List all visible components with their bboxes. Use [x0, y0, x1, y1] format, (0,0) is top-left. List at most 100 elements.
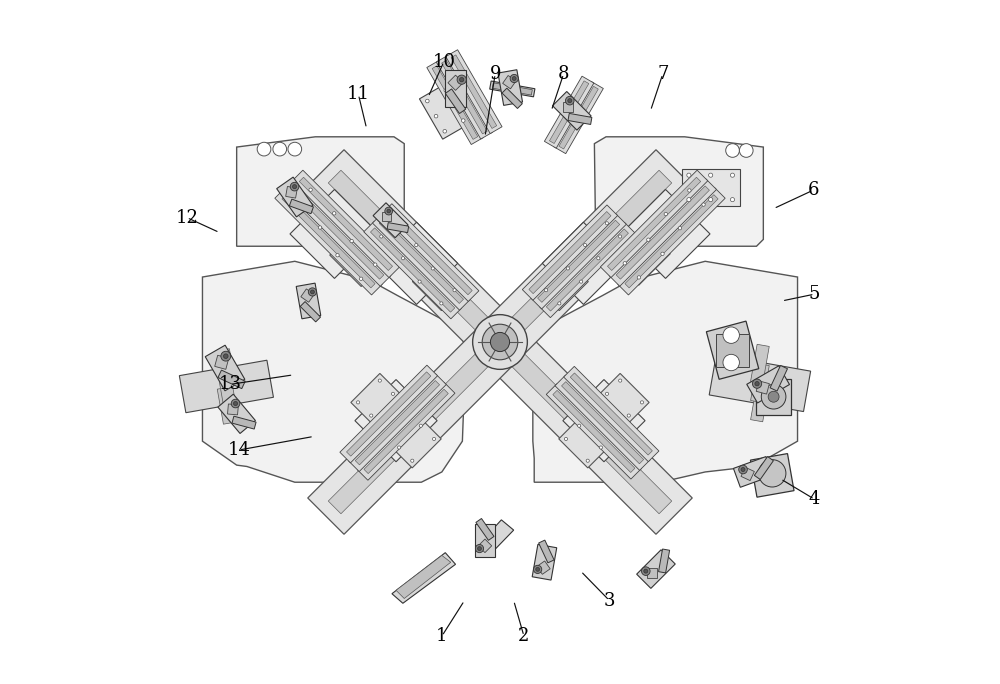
Polygon shape	[370, 228, 455, 312]
Circle shape	[293, 185, 297, 189]
Polygon shape	[546, 384, 642, 479]
Circle shape	[623, 261, 626, 265]
Polygon shape	[330, 233, 383, 287]
Polygon shape	[756, 379, 791, 415]
Polygon shape	[498, 70, 523, 105]
Circle shape	[761, 384, 786, 409]
Circle shape	[221, 352, 231, 361]
Polygon shape	[682, 169, 740, 207]
Circle shape	[755, 382, 759, 386]
Circle shape	[564, 437, 568, 440]
Polygon shape	[616, 186, 709, 279]
Polygon shape	[563, 102, 573, 111]
Circle shape	[385, 207, 393, 215]
Circle shape	[534, 565, 542, 573]
Polygon shape	[218, 394, 255, 434]
Polygon shape	[531, 213, 626, 309]
Circle shape	[475, 544, 484, 553]
Circle shape	[580, 280, 583, 283]
Text: 13: 13	[218, 376, 241, 393]
Polygon shape	[308, 150, 692, 534]
Polygon shape	[555, 375, 650, 471]
Polygon shape	[382, 212, 391, 221]
Polygon shape	[300, 302, 321, 322]
Circle shape	[566, 267, 569, 270]
Polygon shape	[502, 88, 522, 109]
Circle shape	[661, 252, 664, 256]
Circle shape	[709, 173, 713, 177]
Polygon shape	[179, 360, 273, 412]
Circle shape	[473, 315, 527, 369]
Circle shape	[295, 202, 298, 206]
Polygon shape	[381, 204, 479, 302]
Circle shape	[512, 77, 516, 81]
Circle shape	[309, 188, 312, 192]
Circle shape	[730, 173, 735, 177]
Polygon shape	[600, 373, 649, 423]
Polygon shape	[301, 289, 314, 302]
Polygon shape	[600, 170, 708, 278]
Polygon shape	[372, 213, 470, 310]
Polygon shape	[218, 370, 245, 389]
Polygon shape	[282, 195, 375, 288]
Polygon shape	[617, 232, 670, 285]
Polygon shape	[215, 355, 229, 369]
Polygon shape	[299, 177, 393, 270]
Polygon shape	[559, 419, 608, 468]
Polygon shape	[289, 182, 342, 235]
Text: 2: 2	[518, 627, 530, 645]
Polygon shape	[554, 81, 603, 154]
Circle shape	[759, 460, 786, 487]
Circle shape	[453, 104, 456, 107]
Polygon shape	[542, 222, 625, 304]
Polygon shape	[709, 354, 811, 412]
Polygon shape	[232, 416, 256, 429]
Text: 1: 1	[436, 627, 448, 645]
Circle shape	[234, 402, 238, 406]
Circle shape	[393, 222, 396, 225]
Polygon shape	[478, 539, 492, 553]
Polygon shape	[396, 555, 451, 598]
Polygon shape	[290, 189, 379, 278]
Circle shape	[332, 211, 336, 215]
Circle shape	[565, 96, 574, 105]
Circle shape	[374, 263, 377, 266]
Polygon shape	[490, 81, 535, 97]
Circle shape	[741, 467, 745, 471]
Circle shape	[687, 198, 691, 202]
Polygon shape	[392, 553, 456, 603]
Circle shape	[223, 354, 228, 358]
Circle shape	[460, 77, 464, 82]
Polygon shape	[475, 524, 495, 557]
Circle shape	[378, 379, 381, 382]
Circle shape	[318, 226, 322, 229]
Polygon shape	[733, 457, 773, 487]
Polygon shape	[289, 199, 313, 213]
Polygon shape	[756, 381, 769, 394]
Circle shape	[605, 222, 608, 225]
Polygon shape	[448, 75, 463, 90]
Polygon shape	[388, 211, 472, 295]
Polygon shape	[296, 283, 321, 319]
Circle shape	[739, 144, 753, 157]
Text: 6: 6	[808, 181, 819, 199]
Polygon shape	[533, 261, 798, 482]
Polygon shape	[351, 373, 400, 423]
Polygon shape	[529, 211, 611, 293]
Polygon shape	[621, 189, 710, 278]
Polygon shape	[446, 50, 502, 133]
Circle shape	[356, 401, 360, 404]
Polygon shape	[716, 334, 749, 367]
Circle shape	[586, 459, 589, 462]
Polygon shape	[292, 170, 400, 278]
Polygon shape	[375, 222, 458, 304]
Polygon shape	[364, 221, 461, 319]
Polygon shape	[492, 83, 532, 95]
Circle shape	[457, 75, 466, 84]
Circle shape	[640, 401, 644, 404]
Circle shape	[311, 290, 314, 294]
Polygon shape	[286, 187, 297, 198]
Polygon shape	[228, 404, 238, 415]
Circle shape	[288, 142, 302, 156]
Polygon shape	[741, 467, 754, 481]
